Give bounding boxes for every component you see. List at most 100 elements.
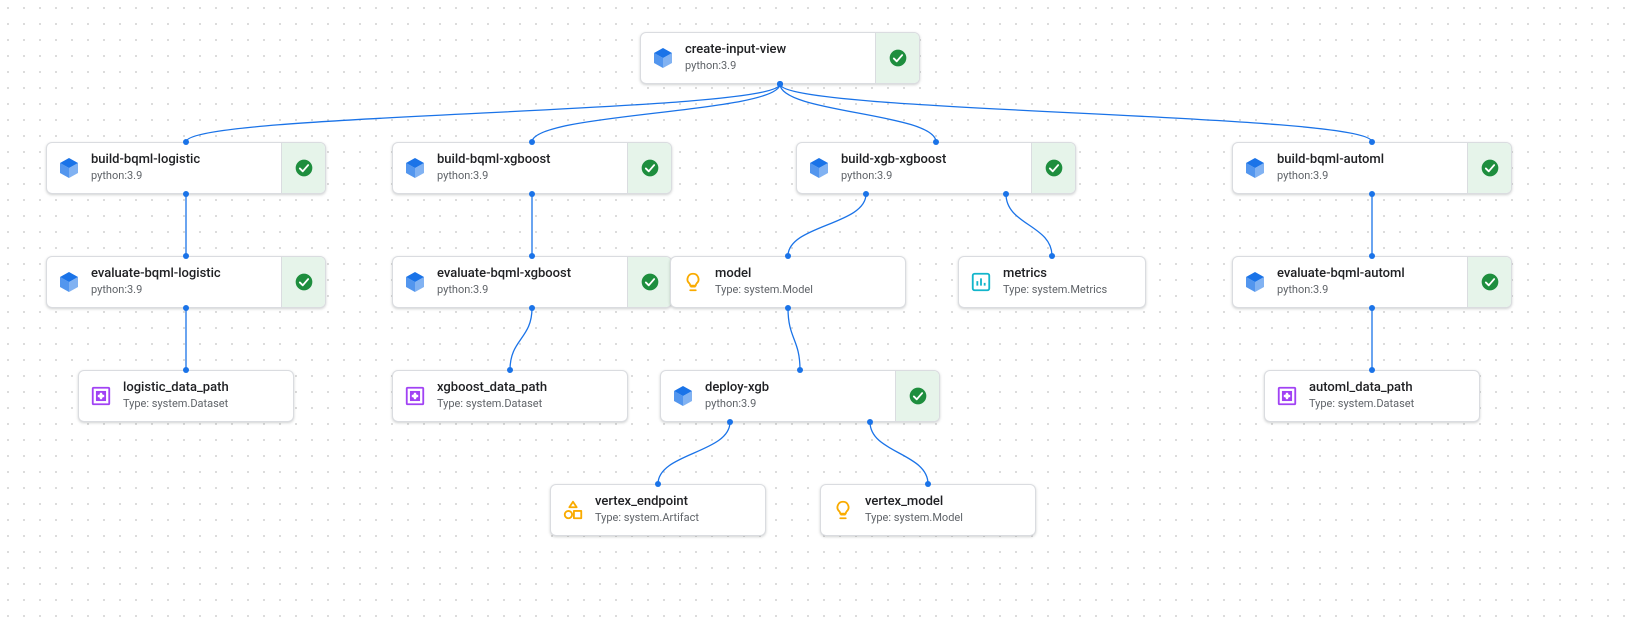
lightbulb-icon: [821, 485, 865, 535]
status-success-icon: [281, 143, 325, 193]
node-subtitle: python:3.9: [1277, 169, 1459, 183]
box-icon: [1233, 143, 1277, 193]
node-subtitle: Type: system.Artifact: [595, 511, 757, 525]
node-evaluate-bqml-logistic[interactable]: evaluate-bqml-logisticpython:3.9: [46, 256, 326, 308]
node-subtitle: python:3.9: [437, 169, 619, 183]
node-title: evaluate-bqml-logistic: [91, 266, 273, 283]
node-subtitle: Type: system.Metrics: [1003, 283, 1137, 297]
node-title: evaluate-bqml-xgboost: [437, 266, 619, 283]
pipeline-canvas[interactable]: create-input-viewpython:3.9build-bqml-lo…: [0, 0, 1628, 617]
box-icon: [797, 143, 841, 193]
status-success-icon: [1467, 143, 1511, 193]
node-xgboost_data_path[interactable]: xgboost_data_pathType: system.Dataset: [392, 370, 628, 422]
box-icon: [47, 257, 91, 307]
node-title: build-bqml-xgboost: [437, 152, 619, 169]
node-title: deploy-xgb: [705, 380, 887, 397]
node-text: metricsType: system.Metrics: [1003, 257, 1145, 307]
port: [863, 191, 869, 197]
node-text: automl_data_pathType: system.Dataset: [1309, 371, 1479, 421]
port: [785, 253, 791, 259]
node-build-bqml-logistic[interactable]: build-bqml-logisticpython:3.9: [46, 142, 326, 194]
node-evaluate-bqml-automl[interactable]: evaluate-bqml-automlpython:3.9: [1232, 256, 1512, 308]
box-icon: [641, 33, 685, 83]
edges-layer: [0, 0, 1628, 617]
node-subtitle: python:3.9: [1277, 283, 1459, 297]
status-success-icon: [627, 143, 671, 193]
node-text: modelType: system.Model: [715, 257, 905, 307]
port: [777, 81, 783, 87]
node-build-xgb-xgboost[interactable]: build-xgb-xgboostpython:3.9: [796, 142, 1076, 194]
node-text: build-bqml-logisticpython:3.9: [91, 143, 281, 193]
node-title: automl_data_path: [1309, 380, 1471, 397]
node-text: logistic_data_pathType: system.Dataset: [123, 371, 293, 421]
port: [785, 305, 791, 311]
node-title: model: [715, 266, 897, 283]
node-title: xgboost_data_path: [437, 380, 619, 397]
node-subtitle: python:3.9: [437, 283, 619, 297]
port: [797, 367, 803, 373]
dataset-icon: [1265, 371, 1309, 421]
port: [1049, 253, 1055, 259]
node-model[interactable]: modelType: system.Model: [670, 256, 906, 308]
port: [183, 191, 189, 197]
node-subtitle: Type: system.Dataset: [437, 397, 619, 411]
node-subtitle: python:3.9: [685, 59, 867, 73]
node-text: build-bqml-xgboostpython:3.9: [437, 143, 627, 193]
port: [1369, 253, 1375, 259]
node-logistic_data_path[interactable]: logistic_data_pathType: system.Dataset: [78, 370, 294, 422]
node-text: evaluate-bqml-logisticpython:3.9: [91, 257, 281, 307]
node-title: vertex_endpoint: [595, 494, 757, 511]
dataset-icon: [79, 371, 123, 421]
port: [925, 481, 931, 487]
node-subtitle: python:3.9: [841, 169, 1023, 183]
status-success-icon: [875, 33, 919, 83]
box-icon: [1233, 257, 1277, 307]
node-subtitle: Type: system.Dataset: [123, 397, 285, 411]
node-subtitle: Type: system.Model: [865, 511, 1027, 525]
box-icon: [47, 143, 91, 193]
port: [867, 419, 873, 425]
node-subtitle: python:3.9: [91, 283, 273, 297]
port: [1369, 139, 1375, 145]
node-text: create-input-viewpython:3.9: [685, 33, 875, 83]
port: [183, 367, 189, 373]
shapes-icon: [551, 485, 595, 535]
node-evaluate-bqml-xgboost[interactable]: evaluate-bqml-xgboostpython:3.9: [392, 256, 672, 308]
node-text: evaluate-bqml-automlpython:3.9: [1277, 257, 1467, 307]
node-text: build-bqml-automlpython:3.9: [1277, 143, 1467, 193]
status-success-icon: [627, 257, 671, 307]
node-vertex_endpoint[interactable]: vertex_endpointType: system.Artifact: [550, 484, 766, 536]
node-text: vertex_endpointType: system.Artifact: [595, 485, 765, 535]
lightbulb-icon: [671, 257, 715, 307]
node-text: evaluate-bqml-xgboostpython:3.9: [437, 257, 627, 307]
node-build-bqml-automl[interactable]: build-bqml-automlpython:3.9: [1232, 142, 1512, 194]
node-text: build-xgb-xgboostpython:3.9: [841, 143, 1031, 193]
node-build-bqml-xgboost[interactable]: build-bqml-xgboostpython:3.9: [392, 142, 672, 194]
port: [727, 419, 733, 425]
status-success-icon: [1467, 257, 1511, 307]
port: [183, 139, 189, 145]
box-icon: [661, 371, 705, 421]
node-subtitle: python:3.9: [91, 169, 273, 183]
node-deploy-xgb[interactable]: deploy-xgbpython:3.9: [660, 370, 940, 422]
box-icon: [393, 143, 437, 193]
node-metrics[interactable]: metricsType: system.Metrics: [958, 256, 1146, 308]
node-vertex_model[interactable]: vertex_modelType: system.Model: [820, 484, 1036, 536]
node-automl_data_path[interactable]: automl_data_pathType: system.Dataset: [1264, 370, 1480, 422]
node-title: create-input-view: [685, 42, 867, 59]
port: [529, 305, 535, 311]
box-icon: [393, 257, 437, 307]
node-text: xgboost_data_pathType: system.Dataset: [437, 371, 627, 421]
port: [529, 253, 535, 259]
port: [655, 481, 661, 487]
port: [1369, 191, 1375, 197]
port: [183, 305, 189, 311]
node-subtitle: python:3.9: [705, 397, 887, 411]
node-text: deploy-xgbpython:3.9: [705, 371, 895, 421]
node-create-input-view[interactable]: create-input-viewpython:3.9: [640, 32, 920, 84]
port: [1369, 305, 1375, 311]
port: [933, 139, 939, 145]
node-subtitle: Type: system.Dataset: [1309, 397, 1471, 411]
port: [1003, 191, 1009, 197]
node-subtitle: Type: system.Model: [715, 283, 897, 297]
